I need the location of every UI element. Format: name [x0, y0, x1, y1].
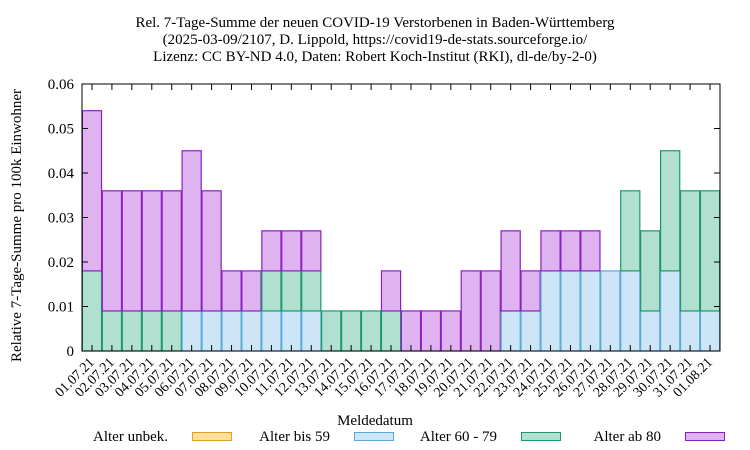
y-tick-label-0: 0: [67, 344, 75, 360]
y-tick-label-6: 0.06: [48, 77, 75, 93]
bar-alter-60-79-29.07.21: [640, 230, 661, 312]
bar-alter-bis-59-24.07.21: [540, 270, 561, 352]
bar-alter-bis-59-09.07.21: [241, 310, 262, 352]
bar-alter-60-79-13.07.21: [321, 310, 342, 352]
legend-label-alter-ab-80: Alter ab 80: [593, 429, 661, 445]
bar-alter-60-79-11.07.21: [281, 270, 302, 312]
bar-alter-ab-80-17.07.21: [400, 310, 422, 352]
bar-alter-ab-80-19.07.21: [440, 310, 462, 352]
legend-item-alter-ab-80: Alter ab 80: [594, 428, 725, 446]
bar-alter-ab-80-06.07.21: [181, 150, 202, 312]
y-tick-label-5: 0.05: [48, 122, 74, 138]
bar-alter-60-79-04.07.21: [141, 310, 162, 352]
bar-alter-bis-59-28.07.21: [620, 270, 641, 352]
legend-swatch-alter-60-79: [521, 432, 561, 441]
bar-alter-60-79-16.07.21: [380, 310, 402, 352]
bar-alter-ab-80-23.07.21: [520, 270, 541, 312]
bar-alter-ab-80-11.07.21: [281, 230, 302, 272]
bar-alter-bis-59-23.07.21: [520, 310, 541, 352]
bar-alter-60-79-28.07.21: [620, 190, 641, 272]
bar-alter-ab-80-20.07.21: [460, 270, 481, 352]
bar-alter-ab-80-16.07.21: [380, 270, 402, 312]
bar-alter-ab-80-09.07.21: [241, 270, 262, 312]
bar-alter-ab-80-25.07.21: [560, 230, 581, 272]
legend-swatch-alter-unbek: [192, 432, 232, 441]
bar-alter-ab-80-03.07.21: [121, 190, 143, 312]
y-tick-label-2: 0.02: [48, 255, 74, 271]
y-tick-label-3: 0.03: [48, 211, 74, 227]
bar-alter-ab-80-04.07.21: [141, 190, 162, 312]
bar-alter-ab-80-21.07.21: [480, 270, 501, 352]
legend-swatch-alter-bis-59: [354, 432, 394, 441]
bar-alter-60-79-02.07.21: [101, 310, 123, 352]
bar-alter-ab-80-22.07.21: [500, 230, 521, 312]
bar-alter-bis-59-07.07.21: [201, 310, 222, 352]
legend-item-alter-bis-59: Alter bis 59: [259, 428, 394, 446]
bar-alter-bis-59-25.07.21: [560, 270, 581, 352]
chart-title-line-2: (2025-03-09/2107, D. Lippold, https://co…: [162, 32, 588, 48]
bar-alter-bis-59-01.08.21: [699, 310, 721, 352]
legend-label-alter-60-79: Alter 60 - 79: [419, 429, 497, 445]
bar-alter-bis-59-12.07.21: [301, 310, 322, 352]
chart-title-line-1: Rel. 7-Tage-Summe der neuen COVID-19 Ver…: [135, 15, 615, 31]
bar-alter-bis-59-11.07.21: [281, 310, 302, 352]
bar-alter-ab-80-07.07.21: [201, 190, 222, 312]
bar-alter-60-79-14.07.21: [340, 310, 362, 352]
bar-alter-60-79-30.07.21: [659, 150, 681, 272]
bar-alter-bis-59-10.07.21: [261, 310, 282, 352]
bar-alter-ab-80-10.07.21: [261, 230, 282, 272]
bar-alter-bis-59-27.07.21: [600, 270, 621, 352]
bar-alter-ab-80-05.07.21: [161, 190, 182, 312]
bar-alter-bis-59-06.07.21: [181, 310, 202, 352]
legend-item-alter-unbek: Alter unbek.: [93, 428, 232, 446]
bar-alter-60-79-12.07.21: [301, 270, 322, 312]
bar-alter-60-79-31.07.21: [679, 190, 701, 312]
x-axis-label: Meldedatum: [337, 413, 413, 429]
bar-alter-bis-59-26.07.21: [580, 270, 601, 352]
bar-alter-bis-59-22.07.21: [500, 310, 521, 352]
bar-alter-ab-80-12.07.21: [301, 230, 322, 272]
bar-alter-ab-80-08.07.21: [221, 270, 242, 312]
bar-alter-ab-80-26.07.21: [580, 230, 601, 272]
legend-item-alter-60-79: Alter 60 - 79: [420, 428, 561, 446]
y-tick-label-4: 0.04: [48, 166, 75, 182]
bar-alter-bis-59-31.07.21: [679, 310, 701, 352]
bar-alter-bis-59-30.07.21: [659, 270, 681, 352]
y-axis-label: Relative 7-Tage-Summe pro 100k Einwohner: [9, 89, 25, 362]
bar-alter-60-79-01.08.21: [699, 190, 721, 312]
bar-alter-60-79-15.07.21: [360, 310, 382, 352]
legend: Alter unbek. Alter bis 59 Alter 60 - 79 …: [0, 428, 750, 448]
y-tick-label-1: 0.01: [48, 300, 74, 316]
legend-label-alter-unbek: Alter unbek.: [93, 429, 168, 445]
bar-alter-60-79-01.07.21: [81, 270, 103, 352]
bar-alter-bis-59-29.07.21: [640, 310, 661, 352]
bar-alter-bis-59-08.07.21: [221, 310, 242, 352]
bar-alter-60-79-05.07.21: [161, 310, 182, 352]
bar-alter-60-79-03.07.21: [121, 310, 143, 352]
legend-swatch-alter-ab-80: [685, 432, 725, 441]
bar-alter-ab-80-01.07.21: [81, 110, 103, 272]
chart-title-line-3: Lizenz: CC BY-ND 4.0, Daten: Robert Koch…: [153, 49, 597, 65]
legend-label-alter-bis-59: Alter bis 59: [259, 429, 330, 445]
bar-alter-ab-80-18.07.21: [420, 310, 442, 352]
bar-alter-60-79-10.07.21: [261, 270, 282, 312]
bar-alter-ab-80-02.07.21: [101, 190, 123, 312]
bar-alter-ab-80-24.07.21: [540, 230, 561, 272]
